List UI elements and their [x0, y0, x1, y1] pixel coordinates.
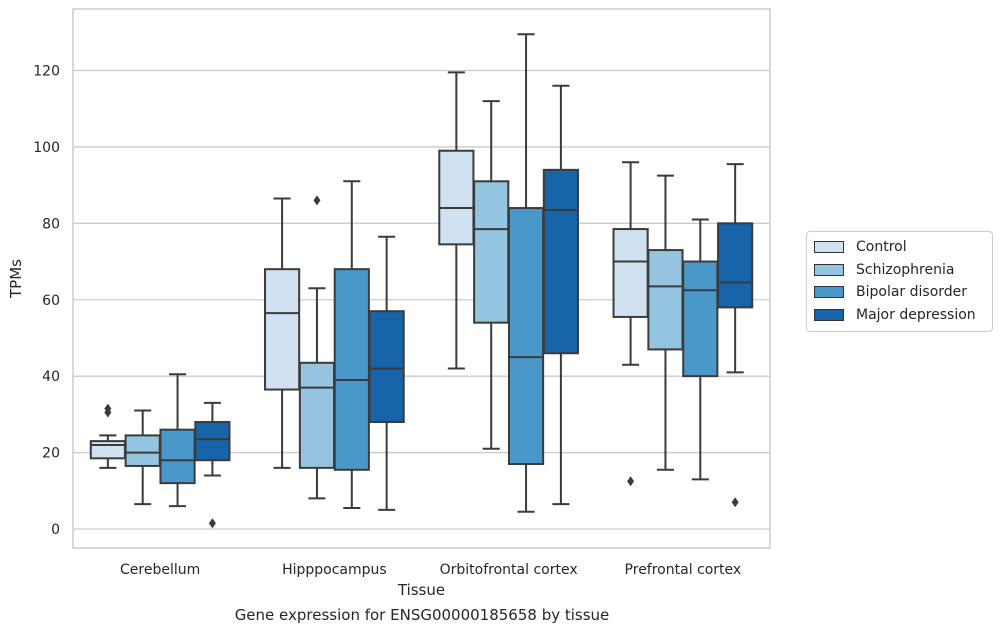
box-orbitofrontal-cortex-bipolar-disorder-box — [507, 207, 545, 466]
y-axis-title: TPMs — [7, 259, 25, 299]
box-hipppocampus-control-box — [264, 268, 301, 391]
legend-label-bipolar-disorder: Bipolar disorder — [856, 284, 968, 301]
box-cerebellum-major-depression-outlier-0 — [208, 518, 216, 529]
x-tick-cerebellum: Cerebellum — [120, 562, 200, 578]
x-tick-hipppocampus: Hipppocampus — [282, 562, 387, 578]
box-cerebellum-schizophrenia-box — [124, 434, 161, 467]
x-axis-title: Tissue — [397, 581, 445, 599]
legend-label-control: Control — [856, 239, 907, 256]
box-cerebellum-control-outlier-1 — [104, 403, 112, 414]
figure-caption: Gene expression for ENSG00000185658 by t… — [234, 606, 610, 624]
box-prefrontal-cortex-control-outlier-0 — [627, 476, 635, 487]
legend-item-bipolar-disorder: Bipolar disorder — [807, 281, 992, 304]
box-prefrontal-cortex-schizophrenia-box — [647, 249, 684, 351]
legend-item-major-depression: Major depression — [807, 304, 992, 327]
box-hipppocampus-bipolar-disorder-box — [333, 268, 370, 471]
box-cerebellum-bipolar-disorder-box — [159, 428, 196, 485]
box-prefrontal-cortex-control-box — [612, 228, 649, 318]
box-hipppocampus-major-depression-box — [368, 310, 405, 424]
legend-item-control: Control — [807, 236, 992, 259]
y-tick-20: 20 — [42, 446, 60, 462]
legend-swatch-control — [814, 241, 844, 254]
legend-swatch-bipolar-disorder — [814, 286, 844, 299]
legend-item-schizophrenia: Schizophrenia — [807, 259, 992, 282]
x-tick-orbitofrontal-cortex: Orbitofrontal cortex — [440, 562, 578, 578]
plot-frame — [72, 8, 771, 549]
legend-label-major-depression: Major depression — [856, 306, 976, 323]
y-tick-0: 0 — [51, 522, 60, 538]
y-tick-80: 80 — [42, 216, 60, 232]
y-tick-40: 40 — [42, 369, 60, 385]
box-hipppocampus-schizophrenia-box — [298, 361, 336, 469]
box-prefrontal-cortex-major-depression-box — [717, 222, 754, 309]
box-prefrontal-cortex-major-depression-outlier-0 — [731, 497, 739, 508]
y-tick-labels: 0 20 40 60 80 100 120 — [33, 64, 60, 539]
legend-label-schizophrenia: Schizophrenia — [856, 261, 955, 278]
x-tick-prefrontal-cortex: Prefrontal cortex — [625, 562, 742, 578]
box-orbitofrontal-cortex-control-box — [438, 149, 475, 246]
box-cerebellum-control-box — [89, 440, 126, 460]
legend: Control Schizophrenia Bipolar disorder M… — [806, 231, 993, 332]
y-tick-120: 120 — [33, 64, 60, 80]
x-tick-labels: Cerebellum Hipppocampus Orbitofrontal cort… — [120, 562, 741, 578]
box-prefrontal-cortex-bipolar-disorder-box — [682, 260, 719, 378]
box-orbitofrontal-cortex-major-depression-box — [542, 168, 579, 355]
y-tick-100: 100 — [33, 140, 60, 156]
legend-swatch-schizophrenia — [814, 263, 844, 276]
box-series — [89, 33, 754, 529]
box-cerebellum-major-depression-box — [194, 421, 231, 462]
box-hipppocampus-schizophrenia-outlier-0 — [313, 195, 321, 206]
box-orbitofrontal-cortex-schizophrenia-box — [473, 180, 510, 324]
legend-swatch-major-depression — [814, 308, 844, 321]
y-tick-60: 60 — [42, 293, 60, 309]
